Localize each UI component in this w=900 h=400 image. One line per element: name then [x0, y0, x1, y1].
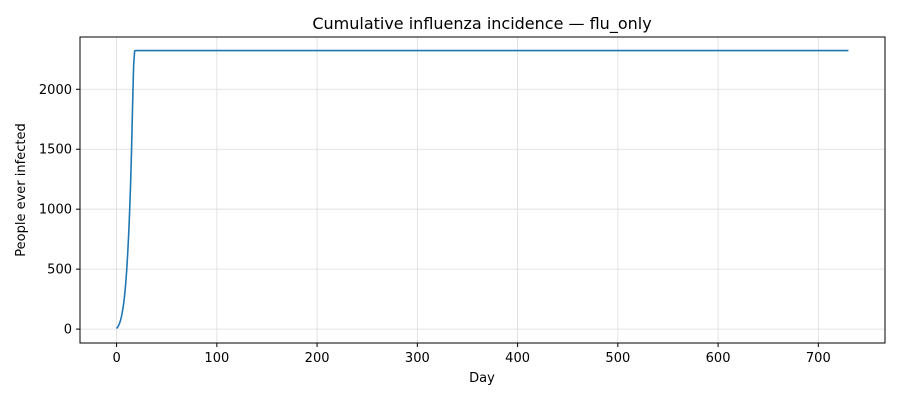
x-tick-label: 400 — [505, 351, 530, 366]
y-tick-label: 500 — [47, 263, 72, 278]
plot-frame — [79, 36, 886, 344]
x-tick-label: 0 — [112, 351, 120, 366]
grid-layer — [80, 37, 885, 343]
series-line — [115, 49, 849, 330]
tick-layer: 0 100 200 300 400 500 600 700 0 500 1000 1500 2000 — [39, 83, 831, 366]
x-tick-label: 600 — [706, 351, 731, 366]
y-axis-label: People ever infected — [14, 123, 29, 256]
y-tick-label: 1500 — [39, 143, 72, 158]
y-tick-label: 0 — [64, 323, 72, 338]
chart-title: Cumulative influenza incidence — flu_onl… — [312, 14, 651, 34]
x-tick-label: 500 — [605, 351, 630, 366]
series-layer — [115, 49, 849, 330]
x-tick-label: 100 — [204, 351, 229, 366]
x-tick-label: 200 — [305, 351, 330, 366]
y-tick-label: 1000 — [39, 203, 72, 218]
x-axis-label: Day — [469, 371, 495, 386]
x-tick-label: 700 — [806, 351, 831, 366]
x-tick-label: 300 — [405, 351, 430, 366]
y-tick-label: 2000 — [39, 83, 72, 98]
